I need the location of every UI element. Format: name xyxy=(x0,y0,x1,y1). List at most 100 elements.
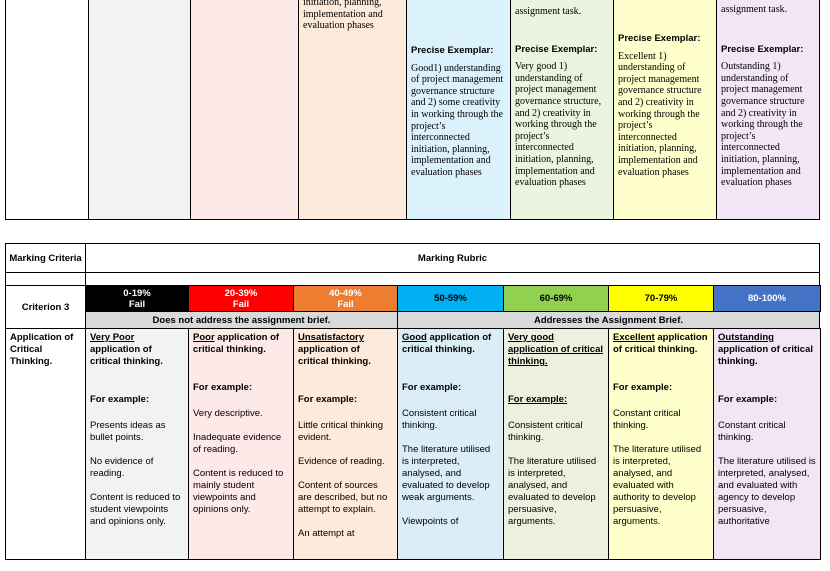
text: Application of Critical Thinking. xyxy=(10,332,74,367)
descriptor-title: Poor application of critical thinking. xyxy=(193,332,289,356)
lead: assignment task. xyxy=(721,4,788,15)
band: 60-69% xyxy=(503,285,609,312)
descriptor-title: Very Poor application of critical thinki… xyxy=(90,332,184,368)
descriptor: Outstanding application of critical thin… xyxy=(713,328,821,560)
item: Consistent critical thinking. xyxy=(508,420,583,443)
example-label: For example: xyxy=(90,394,150,405)
band: 50-59% xyxy=(397,285,504,312)
item: The literature utilised is interpreted, … xyxy=(718,456,816,527)
body: Very good 1) understanding of project ma… xyxy=(515,61,602,189)
item: The literature utilised is interpreted, … xyxy=(508,456,597,527)
band-range: 40-49% xyxy=(329,287,362,299)
body: Outstanding 1) understanding of project … xyxy=(721,61,805,189)
rest: application of critical thinking. xyxy=(193,332,280,355)
descriptor: Good application of critical thinking. Fo… xyxy=(397,328,504,560)
group: Addresses the Assignment Brief. xyxy=(397,311,820,329)
band: 20-39% Fail xyxy=(188,285,294,312)
criterion-name: Application of Critical Thinking. xyxy=(5,328,86,560)
band-range: 80-100% xyxy=(747,293,787,304)
text: Marking Rubric xyxy=(417,252,488,264)
example-label: For example: xyxy=(298,394,358,405)
group: Does not address the assignment brief. xyxy=(85,311,398,329)
band-result: Fail xyxy=(337,298,354,310)
descriptor-title: Unsatisfactory application of critical t… xyxy=(298,332,393,368)
band-range: 60-69% xyxy=(539,293,573,304)
descriptor-title: Good application of critical thinking. xyxy=(402,332,499,356)
descriptor: Excellent application of critical thinki… xyxy=(608,328,714,560)
cell: Precise Exemplar: Excellent 1) understand… xyxy=(613,0,717,220)
body: Excellent 1) understanding of project ma… xyxy=(618,50,702,178)
band-result: Fail xyxy=(232,298,250,310)
cell: assignment task. Precise Exemplar: Outstan… xyxy=(716,0,820,220)
text: Criterion 3 xyxy=(21,301,70,313)
body: Good1) understanding of project manageme… xyxy=(411,62,504,178)
descriptor: Very Poor application of critical thinki… xyxy=(85,328,189,560)
band-range: 20-39% xyxy=(224,287,258,299)
item: Viewpoints of xyxy=(402,516,459,527)
item: Content of sources are described, but no… xyxy=(298,480,388,515)
descriptor: Unsatisfactory application of critical t… xyxy=(293,328,398,560)
item: The literature utilised is interpreted, … xyxy=(402,444,491,503)
band-range: 50-59% xyxy=(434,293,467,304)
heading: Precise Exemplar: xyxy=(721,43,804,55)
band: 40-49% Fail xyxy=(293,285,398,312)
item: Little critical thinking evident. xyxy=(298,420,384,443)
level: Excellent xyxy=(613,332,655,343)
rest: application of critical thinking. xyxy=(90,344,163,367)
lead: initiation, planning, implementation and… xyxy=(303,0,383,32)
rest: application of critical thinking. xyxy=(718,344,814,367)
item: Presents ideas as bullet points. xyxy=(90,420,166,443)
descriptor-title: Outstanding application of critical thin… xyxy=(718,332,816,368)
heading: Precise Exemplar: xyxy=(411,45,494,56)
descriptor: Poor application of critical thinking. Fo… xyxy=(188,328,294,560)
level: Unsatisfactory xyxy=(298,332,364,343)
level: Very Poor xyxy=(90,332,135,343)
cell: initiation, planning, implementation and… xyxy=(298,0,407,220)
cell xyxy=(85,272,820,286)
cell xyxy=(5,0,89,220)
level: Outstanding xyxy=(718,332,774,343)
rubric-label: Marking Rubric xyxy=(85,243,820,273)
cell: assignment task. Precise Exemplar: Very go… xyxy=(510,0,614,220)
cell xyxy=(88,0,191,220)
example-label: For example: xyxy=(613,382,673,393)
item: No evidence of reading. xyxy=(90,456,154,479)
band: 70-79% xyxy=(608,285,714,312)
rest: application of critical thinking. xyxy=(613,332,708,355)
band: 0-19% Fail xyxy=(85,285,189,312)
cell xyxy=(190,0,299,220)
item: Constant critical thinking. xyxy=(613,408,681,431)
criteria-label: Marking Criteria xyxy=(5,243,86,273)
text: Does not address the assignment brief. xyxy=(152,314,331,326)
text: Addresses the Assignment Brief. xyxy=(533,314,684,326)
rest: application of critical thinking. xyxy=(508,344,604,367)
level: Good xyxy=(402,332,427,343)
heading: Precise Exemplar: xyxy=(618,33,701,44)
item: An attempt at xyxy=(298,528,355,539)
band-result: Fail xyxy=(128,298,146,310)
cell: Precise Exemplar: Good1) understanding of… xyxy=(406,0,511,220)
lead: assignment task. xyxy=(515,6,582,17)
descriptor: Very good application of critical thinki… xyxy=(503,328,609,560)
item: Evidence of reading. xyxy=(298,456,385,467)
item: Constant critical thinking. xyxy=(718,420,786,443)
descriptor-title: Excellent application of critical thinki… xyxy=(613,332,709,356)
band-range: 70-79% xyxy=(644,293,678,304)
example-label: For example: xyxy=(193,382,253,393)
item: Content is reduced to mainly student vie… xyxy=(193,468,284,515)
heading: Precise Exemplar: xyxy=(515,43,598,55)
descriptor-title: Very good application of critical thinki… xyxy=(508,332,604,368)
example-label: For example: xyxy=(402,382,462,393)
rest: application of critical thinking. xyxy=(402,332,492,355)
item: The literature utilised is interpreted, … xyxy=(613,444,702,527)
cell xyxy=(5,272,86,286)
criterion: Criterion 3 xyxy=(5,285,86,329)
item: Consistent critical thinking. xyxy=(402,408,477,431)
rest: application of critical thinking. xyxy=(298,344,371,367)
band-range: 0-19% xyxy=(123,287,151,299)
text: Marking Criteria xyxy=(9,252,82,264)
example-label: For example: xyxy=(508,394,568,405)
item: Content is reduced to student viewpoints… xyxy=(90,492,181,527)
example-label: For example: xyxy=(718,394,778,405)
